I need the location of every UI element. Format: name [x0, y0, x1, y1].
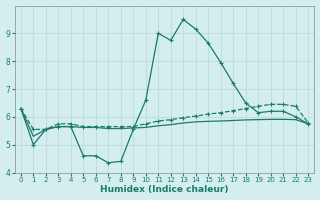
X-axis label: Humidex (Indice chaleur): Humidex (Indice chaleur): [100, 185, 229, 194]
